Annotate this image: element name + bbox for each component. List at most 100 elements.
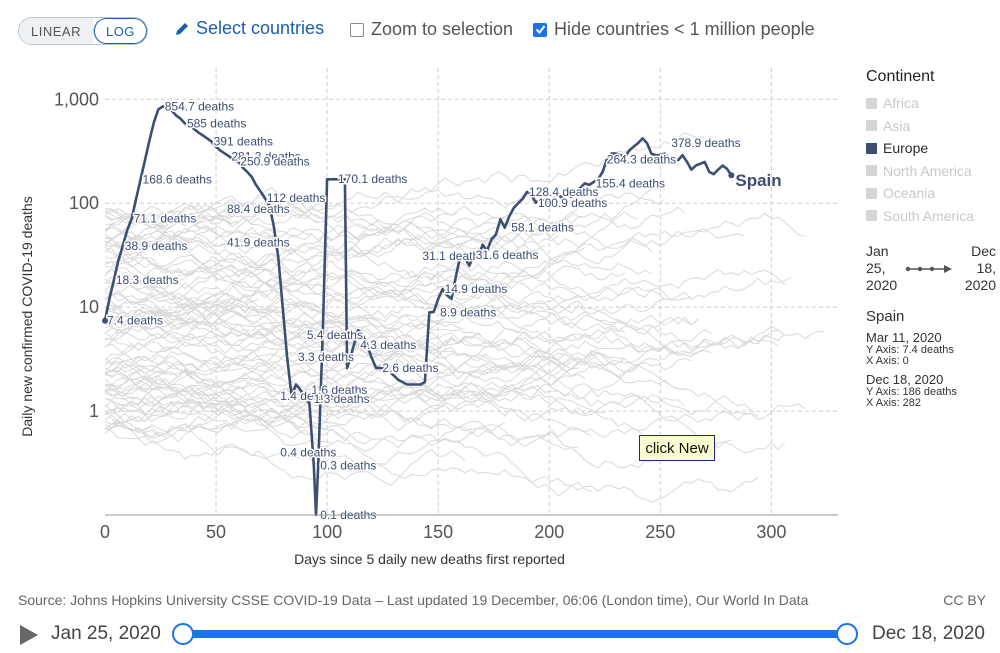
- data-label: 31.1 deaths: [422, 249, 485, 263]
- data-label: 0.4 deaths: [280, 445, 336, 459]
- data-label: 7.4 deaths: [107, 314, 163, 328]
- license-link[interactable]: CC BY: [943, 592, 986, 608]
- background-country-line: [104, 205, 239, 224]
- data-label: 264.3 deaths: [607, 152, 676, 166]
- legend-items: Africa Asia Europe North America Oceania Sout…: [866, 92, 996, 227]
- hide-small-countries-checkbox[interactable]: Hide countries < 1 million people: [533, 19, 815, 40]
- log-scale-button[interactable]: LOG: [92, 18, 147, 44]
- background-country-line: [104, 414, 372, 446]
- background-country-line: [104, 422, 466, 486]
- select-countries-label: Select countries: [196, 18, 325, 38]
- background-country-line: [104, 219, 472, 256]
- linear-scale-button[interactable]: LINEAR: [19, 18, 93, 44]
- data-label: 4.3 deaths: [360, 338, 416, 352]
- background-country-line: [104, 329, 712, 375]
- tooltip-country: Spain: [866, 308, 905, 325]
- background-country-line: [104, 297, 239, 372]
- background-country-line: [104, 211, 639, 274]
- background-country-line: [104, 290, 412, 344]
- background-country-line: [104, 281, 699, 355]
- background-country-line: [104, 222, 745, 268]
- tooltip-start-x: X Axis: 0: [866, 355, 909, 367]
- select-countries-button[interactable]: Select countries: [174, 18, 324, 39]
- timeline-track[interactable]: [183, 630, 847, 638]
- legend-item-asia[interactable]: Asia: [866, 115, 996, 138]
- data-label: 281.3 deaths: [231, 150, 300, 164]
- background-country-line: [104, 304, 699, 336]
- background-country-line: [104, 258, 652, 321]
- background-country-line: [104, 204, 232, 225]
- background-country-line: [104, 201, 459, 253]
- data-label: 18.3 deaths: [116, 273, 179, 287]
- series-layer: Spain: [102, 105, 782, 517]
- legend-item-africa[interactable]: Africa: [866, 92, 996, 115]
- legend-label: North America: [883, 162, 972, 179]
- x-tick-label: 250: [645, 522, 675, 542]
- zoom-checkbox-box[interactable]: [350, 22, 364, 37]
- background-country-line: [104, 372, 752, 449]
- x-tick-label: 300: [756, 522, 786, 542]
- data-label: 3.3 deaths: [298, 350, 354, 364]
- background-country-line: [104, 206, 559, 256]
- timeline-end-label: Dec 18, 2020: [871, 623, 985, 644]
- data-label: 128.4 deaths: [529, 185, 598, 199]
- tooltip-end-x: X Axis: 282: [866, 397, 922, 409]
- background-country-line: [104, 304, 326, 344]
- data-label: 2.6 deaths: [382, 361, 438, 375]
- background-country-line: [104, 346, 712, 411]
- background-country-line: [104, 192, 665, 258]
- background-country-line: [104, 408, 759, 503]
- play-icon[interactable]: [20, 625, 38, 645]
- data-label: 1.6 deaths: [311, 383, 367, 397]
- legend-item-south-america[interactable]: South America: [866, 205, 996, 228]
- legend-item-europe[interactable]: Europe: [866, 137, 996, 160]
- data-label: 58.1 deaths: [511, 221, 574, 235]
- data-label: 88.4 deaths: [227, 202, 290, 216]
- background-country-line: [104, 310, 679, 356]
- data-label: 854.7 deaths: [165, 99, 234, 113]
- legend-label: South America: [883, 207, 975, 224]
- x-tick-label: 150: [423, 522, 453, 542]
- background-country-line: [104, 202, 379, 247]
- background-country-line: [104, 347, 565, 408]
- background-country-line: [104, 271, 266, 301]
- legend-label: Europe: [883, 140, 929, 157]
- y-tick-label: 100: [69, 193, 99, 213]
- background-country-line: [104, 419, 506, 481]
- legend-swatch: [866, 97, 877, 109]
- series-start-point: [102, 317, 108, 324]
- background-country-line: [104, 212, 805, 311]
- data-label: 38.9 deaths: [125, 239, 188, 253]
- legend-swatch: [866, 165, 877, 177]
- pencil-icon: [176, 22, 188, 35]
- data-label: 1.4 deaths: [280, 389, 336, 403]
- legend-label: Asia: [883, 117, 911, 134]
- background-country-line: [104, 312, 779, 376]
- checkmark-icon: [535, 25, 545, 35]
- click-new-button[interactable]: click New: [639, 435, 715, 461]
- timeline-end-handle[interactable]: [836, 623, 858, 645]
- x-tick-label: 100: [312, 522, 342, 542]
- scale-toggle[interactable]: LINEAR LOG: [18, 17, 148, 45]
- legend-swatch: [866, 210, 877, 222]
- legend-item-oceania[interactable]: Oceania: [866, 182, 996, 205]
- background-country-line: [104, 368, 492, 413]
- series-line-spain: [103, 105, 733, 517]
- legend-item-north-america[interactable]: North America: [866, 160, 996, 183]
- hide-checkbox-box[interactable]: [533, 22, 547, 37]
- zoom-to-selection-checkbox[interactable]: Zoom to selection: [350, 19, 513, 40]
- background-country-line: [104, 329, 825, 422]
- series-end-label: Spain: [735, 171, 781, 190]
- legend-swatch: [866, 142, 877, 154]
- series-end-point: [728, 172, 735, 179]
- data-label: 378.9 deaths: [671, 136, 740, 150]
- date-range: Jan 25, 2020 Dec 18, 2020: [866, 243, 996, 299]
- y-tick-label: 1: [89, 401, 99, 421]
- y-axis-title: Daily new confirmed COVID-19 deaths: [19, 196, 35, 436]
- background-country-line: [104, 293, 579, 380]
- x-tick-label: 200: [534, 522, 564, 542]
- data-label: 14.9 deaths: [445, 282, 508, 296]
- data-label: 31.6 deaths: [476, 248, 539, 262]
- tooltip-end-y: Y Axis: 186 deaths: [866, 386, 957, 398]
- timeline-start-handle[interactable]: [172, 623, 194, 645]
